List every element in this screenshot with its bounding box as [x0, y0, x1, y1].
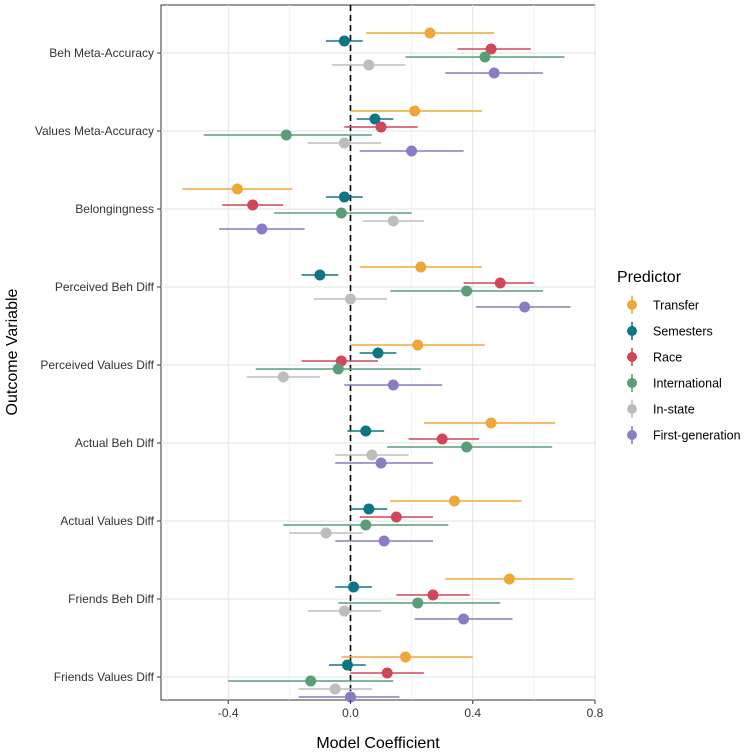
point-estimate — [390, 511, 402, 523]
y-tick-label: Belongingness — [75, 202, 154, 216]
point-estimate — [369, 113, 381, 125]
legend-key-point — [627, 352, 637, 362]
series-race — [222, 43, 534, 679]
point-estimate — [415, 261, 427, 273]
point-estimate — [360, 425, 372, 437]
legend-item: Race — [627, 348, 682, 366]
x-axis: -0.4 0.0 0.4 0.8 — [218, 700, 604, 720]
point-estimate — [488, 67, 500, 79]
legend-key-point — [627, 404, 637, 414]
point-estimate — [363, 59, 375, 71]
legend-item: Semesters — [627, 322, 713, 340]
y-tick-label: Friends Beh Diff — [68, 592, 154, 606]
legend-label: Race — [653, 351, 682, 365]
point-estimate — [424, 27, 436, 39]
point-estimate — [335, 207, 347, 219]
point-estimate — [338, 35, 350, 47]
series-layer — [182, 27, 574, 703]
legend-item: Transfer — [627, 296, 699, 314]
point-estimate — [461, 285, 473, 297]
point-estimate — [338, 191, 350, 203]
x-tick-label: 0.0 — [342, 706, 359, 720]
point-estimate — [366, 449, 378, 461]
y-tick-label: Perceived Beh Diff — [55, 280, 155, 294]
y-tick-label: Actual Beh Diff — [75, 436, 155, 450]
y-tick-label: Perceived Values Diff — [40, 358, 154, 372]
legend-key-point — [627, 378, 637, 388]
point-estimate — [305, 675, 317, 687]
y-axis: Beh Meta-Accuracy Values Meta-Accuracy Bel… — [35, 46, 161, 684]
point-estimate — [503, 573, 515, 585]
point-estimate — [381, 667, 393, 679]
legend-item: In-state — [627, 400, 695, 418]
legend-item: International — [627, 374, 722, 392]
series-international — [203, 51, 565, 687]
point-estimate — [314, 269, 326, 281]
y-tick-label: Friends Values Diff — [54, 670, 155, 684]
point-estimate — [348, 581, 360, 593]
point-estimate — [338, 137, 350, 149]
legend-label: International — [653, 377, 722, 391]
x-tick-label: 0.8 — [587, 706, 604, 720]
y-tick-label: Beh Meta-Accuracy — [49, 46, 154, 60]
series-semesters — [301, 35, 397, 671]
point-estimate — [329, 683, 341, 695]
point-estimate — [231, 183, 243, 195]
point-estimate — [448, 495, 460, 507]
legend: Predictor Transfer Semesters Race Internati… — [617, 269, 741, 444]
point-estimate — [372, 347, 384, 359]
point-estimate — [412, 339, 424, 351]
point-estimate — [344, 293, 356, 305]
point-estimate — [378, 535, 390, 547]
point-estimate — [320, 527, 332, 539]
point-estimate — [519, 301, 531, 313]
x-tick-label: -0.4 — [218, 706, 239, 720]
point-estimate — [344, 691, 356, 703]
series-first-generation — [219, 67, 571, 703]
point-estimate — [406, 145, 418, 157]
x-axis-title: Model Coefficient — [316, 735, 440, 752]
point-estimate — [412, 597, 424, 609]
legend-title: Predictor — [617, 269, 682, 286]
point-estimate — [332, 363, 344, 375]
legend-label: Semesters — [653, 325, 713, 339]
y-tick-label: Actual Values Diff — [60, 514, 154, 528]
point-estimate — [479, 51, 491, 63]
point-estimate — [387, 215, 399, 227]
legend-key-point — [627, 430, 637, 440]
point-estimate — [427, 589, 439, 601]
point-estimate — [375, 457, 387, 469]
legend-key-point — [627, 300, 637, 310]
point-estimate — [375, 121, 387, 133]
point-estimate — [485, 417, 497, 429]
point-estimate — [494, 277, 506, 289]
point-estimate — [277, 371, 289, 383]
point-estimate — [485, 43, 497, 55]
point-estimate — [458, 613, 470, 625]
point-estimate — [363, 503, 375, 515]
point-estimate — [256, 223, 268, 235]
series-transfer — [182, 27, 574, 663]
point-estimate — [409, 105, 421, 117]
point-estimate — [436, 433, 448, 445]
point-estimate — [461, 441, 473, 453]
point-estimate — [280, 129, 292, 141]
series-in-state — [246, 59, 424, 695]
point-estimate — [247, 199, 259, 211]
legend-label: Transfer — [653, 299, 699, 313]
legend-item: First-generation — [627, 426, 741, 444]
point-estimate — [387, 379, 399, 391]
point-estimate — [400, 651, 412, 663]
legend-label: First-generation — [653, 429, 741, 443]
point-estimate — [341, 659, 353, 671]
y-tick-label: Values Meta-Accuracy — [35, 124, 154, 138]
legend-key-point — [627, 326, 637, 336]
legend-label: In-state — [653, 403, 695, 417]
x-tick-label: 0.4 — [464, 706, 481, 720]
point-estimate — [360, 519, 372, 531]
point-estimate — [338, 605, 350, 617]
y-axis-title: Outcome Variable — [4, 288, 21, 415]
